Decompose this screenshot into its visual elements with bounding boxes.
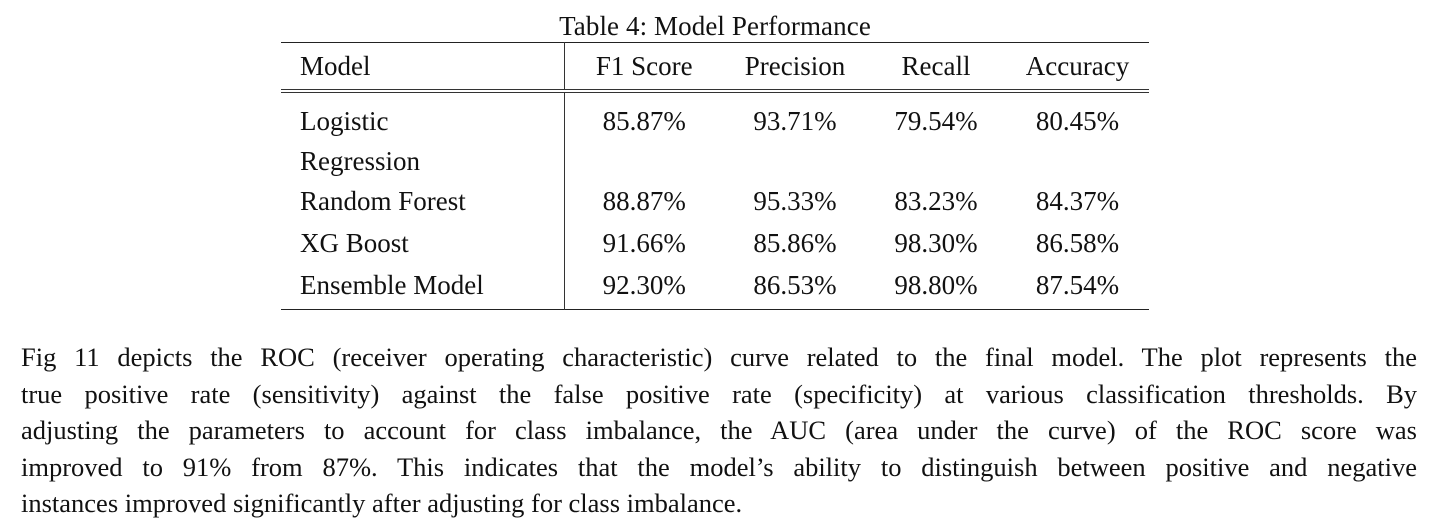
model-name-line: Logistic	[300, 106, 389, 136]
header-precision: Precision	[724, 42, 866, 93]
table-row: Logistic Regression 85.87% 93.71% 79.54%…	[281, 91, 1149, 181]
precision-cell: 86.53%	[753, 270, 837, 300]
f1-score-cell: 88.87%	[602, 186, 686, 216]
precision-cell: 95.33%	[753, 186, 837, 216]
precision-cell: 85.86%	[753, 228, 837, 258]
header-recall: Recall	[866, 42, 1006, 93]
model-name-line: Regression	[300, 146, 420, 176]
f1-score-cell: 92.30%	[602, 270, 686, 300]
table-row: XG Boost 91.66% 85.86% 98.30% 86.58%	[281, 223, 1149, 265]
model-name-cell: Logistic Regression	[281, 91, 565, 181]
precision-cell: 93.71%	[753, 106, 837, 136]
accuracy-cell: 87.54%	[1035, 270, 1120, 300]
recall-cell: 83.23%	[894, 186, 978, 216]
table-row: Random Forest 88.87% 95.33% 83.23% 84.37…	[281, 181, 1149, 223]
recall-cell: 98.30%	[894, 228, 978, 258]
recall-cell: 98.80%	[894, 270, 978, 300]
f1-score-cell: 91.66%	[602, 228, 686, 258]
table-header-row: Model F1 Score Precision Recall Accuracy	[281, 42, 1149, 93]
paragraph-line: instances improved significantly after a…	[21, 488, 743, 519]
accuracy-cell: 80.45%	[1035, 106, 1120, 136]
paragraph-line: adjusting the parameters to account for …	[21, 415, 1417, 446]
header-model: Model	[281, 42, 565, 93]
model-performance-table-block: Table 4: Model Performance Model F1 Scor…	[281, 8, 1149, 310]
paragraph-line: Fig 11 depicts the ROC (receiver operati…	[21, 342, 1417, 372]
model-name-cell: Ensemble Model	[281, 265, 565, 310]
accuracy-cell: 84.37%	[1035, 186, 1120, 216]
paragraph-line: true positive rate (sensitivity) against…	[21, 378, 1417, 409]
table-row: Ensemble Model 92.30% 86.53% 98.80% 87.5…	[281, 265, 1149, 310]
model-name-cell: XG Boost	[281, 223, 565, 265]
f1-score-cell: 85.87%	[602, 106, 686, 136]
header-accuracy: Accuracy	[1006, 42, 1149, 93]
model-name-cell: Random Forest	[281, 181, 565, 223]
paragraph-line: improved to 91% from 87%. This indicates…	[21, 451, 1417, 482]
recall-cell: 79.54%	[894, 106, 978, 136]
header-f1-score: F1 Score	[564, 42, 724, 93]
accuracy-cell: 86.58%	[1035, 228, 1120, 258]
table-caption: Table 4: Model Performance	[559, 11, 871, 41]
body-paragraph: Fig 11 depicts the ROC (receiver operati…	[21, 339, 1417, 522]
model-performance-table: Model F1 Score Precision Recall Accuracy…	[281, 42, 1149, 310]
